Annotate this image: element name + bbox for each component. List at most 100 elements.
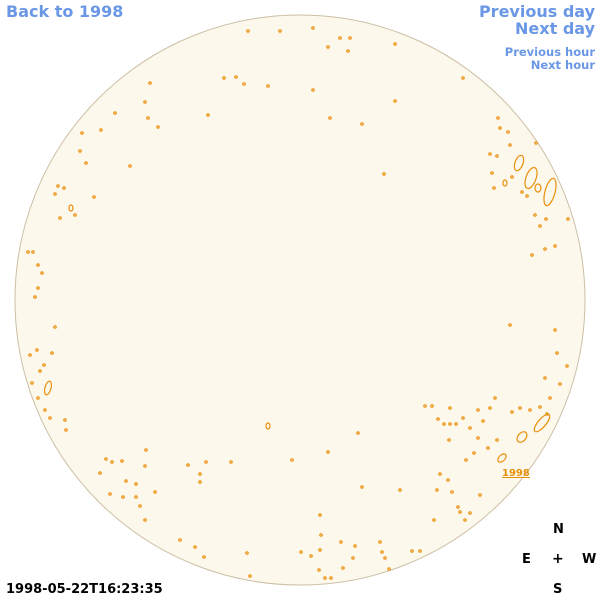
contour-mark — [248, 574, 252, 578]
contour-mark — [398, 488, 402, 492]
contour-mark — [528, 408, 532, 412]
contour-mark — [446, 478, 450, 482]
contour-mark — [448, 422, 452, 426]
contour-mark — [318, 548, 322, 552]
contour-mark — [63, 418, 67, 422]
contour-mark — [543, 247, 547, 251]
contour-mark — [495, 154, 499, 158]
back-to-year-link[interactable]: Back to 1998 — [6, 2, 124, 21]
contour-mark — [448, 406, 452, 410]
contour-mark — [43, 380, 53, 396]
contour-mark — [534, 183, 542, 193]
contour-mark — [490, 171, 494, 175]
compass-north: N — [553, 522, 564, 537]
contour-mark — [464, 458, 468, 462]
contour-mark — [513, 154, 525, 172]
contour-mark — [120, 459, 124, 463]
contour-mark — [558, 382, 562, 386]
contour-mark — [476, 408, 480, 412]
contour-mark — [506, 130, 510, 134]
contour-mark — [143, 100, 147, 104]
contour-mark — [524, 166, 538, 190]
contour-mark — [353, 544, 357, 548]
contour-mark — [319, 533, 323, 537]
contour-mark — [128, 164, 132, 168]
contour-mark — [472, 451, 476, 455]
contour-mark — [510, 410, 514, 414]
contour-mark — [520, 190, 524, 194]
contour-mark — [110, 460, 114, 464]
contour-mark — [98, 471, 102, 475]
contour-mark — [26, 250, 30, 254]
contour-mark — [442, 422, 446, 426]
contour-mark — [356, 431, 360, 435]
contour-mark — [393, 42, 397, 46]
contour-mark — [153, 490, 157, 494]
contour-mark — [64, 428, 68, 432]
contour-mark — [229, 460, 233, 464]
contour-mark — [178, 538, 182, 542]
contour-mark — [198, 480, 202, 484]
previous-hour-link[interactable]: Previous hour — [504, 45, 595, 59]
contour-mark — [534, 141, 538, 145]
contour-mark — [423, 404, 427, 408]
contour-mark — [387, 567, 391, 571]
contour-mark — [33, 295, 37, 299]
contour-mark — [278, 29, 282, 33]
contour-mark — [461, 76, 465, 80]
contour-mark — [498, 126, 502, 130]
contour-mark — [497, 453, 507, 463]
contour-mark — [43, 408, 47, 412]
contour-mark — [341, 566, 345, 570]
contour-mark — [436, 417, 440, 421]
contour-mark — [458, 510, 462, 514]
contour-mark — [68, 204, 74, 212]
contour-mark — [553, 244, 557, 248]
next-day-link[interactable]: Next day — [515, 19, 595, 38]
contour-mark — [543, 376, 547, 380]
contour-mark — [530, 253, 534, 257]
previous-day-link[interactable]: Previous day — [478, 2, 595, 21]
contour-mark — [92, 195, 96, 199]
contour-mark — [143, 518, 147, 522]
year-link[interactable]: 1998 — [502, 468, 530, 479]
contour-mark — [62, 186, 66, 190]
contour-mark — [204, 460, 208, 464]
contour-mark — [222, 76, 226, 80]
contour-mark — [510, 175, 514, 179]
contour-mark — [533, 413, 551, 433]
contour-mark — [435, 488, 439, 492]
compass-south: S — [553, 582, 563, 597]
contour-mark — [53, 192, 57, 196]
contour-mark — [58, 216, 62, 220]
contour-mark — [495, 438, 499, 442]
contour-mark — [80, 131, 84, 135]
contour-mark — [338, 36, 342, 40]
contour-mark — [481, 419, 485, 423]
contour-mark — [565, 364, 569, 368]
contour-mark — [393, 99, 397, 103]
contour-mark — [242, 82, 246, 86]
contour-mark — [533, 213, 537, 217]
contour-mark — [56, 184, 60, 188]
contour-mark — [104, 457, 108, 461]
contour-mark — [198, 472, 202, 476]
contour-mark — [206, 113, 210, 117]
contour-mark — [548, 396, 552, 400]
contour-mark — [508, 143, 512, 147]
contour-mark — [430, 404, 434, 408]
contour-mark — [329, 576, 333, 580]
next-hour-link[interactable]: Next hour — [530, 58, 595, 72]
contour-mark — [463, 518, 467, 522]
contour-mark — [121, 495, 125, 499]
solar-disk — [14, 14, 586, 586]
contour-mark — [36, 263, 40, 267]
contour-mark — [544, 217, 548, 221]
contour-mark — [78, 149, 82, 153]
contour-mark — [234, 75, 238, 79]
contour-mark — [486, 446, 490, 450]
active-region-contours — [26, 26, 570, 580]
compass-center-icon: + — [552, 551, 564, 567]
contour-mark — [543, 177, 557, 207]
contour-mark — [493, 396, 497, 400]
